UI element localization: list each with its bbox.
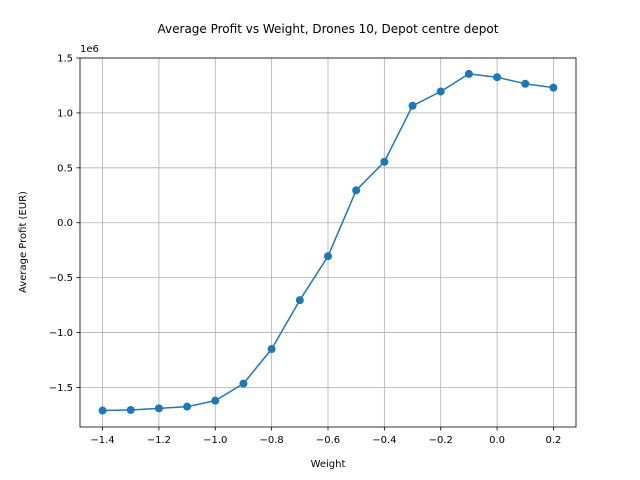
y-tick-label: 1.5 [57,54,73,65]
data-point [493,73,502,82]
data-point [521,79,530,88]
x-tick-label: 0.2 [546,435,562,446]
data-point [154,404,163,413]
data-point [267,345,276,354]
data-point [183,402,192,411]
data-point [549,83,558,92]
data-point [464,69,473,78]
data-point [324,252,332,261]
data-point [239,379,248,388]
y-tick-label: −1.0 [49,328,73,339]
y-tick-label: 1.0 [57,108,73,119]
data-point [126,405,135,414]
x-tick-label: −0.8 [259,435,283,446]
data-point [408,101,417,110]
x-tick-label: −1.2 [147,435,171,446]
x-tick-label: −1.0 [203,435,227,446]
x-tick-label: −1.4 [90,435,114,446]
x-tick-label: −0.2 [429,435,453,446]
y-tick-label: −1.5 [49,383,73,394]
data-point [352,186,361,195]
chart-title: Average Profit vs Weight, Drones 10, Dep… [158,22,499,36]
x-axis: −1.4 −1.2 −1.0 −0.8 −0.6 −0.4 −0.2 0.0 0.2 [90,427,561,446]
x-tick-label: −0.4 [372,435,396,446]
y-offset-label: 1e6 [80,44,99,55]
data-point [98,406,107,415]
y-axis-label: Average Profit (EUR) [18,191,29,293]
y-axis: −1.5 −1.0 −0.5 0.0 0.5 1.0 1.5 [49,54,80,394]
y-tick-label: −0.5 [49,273,73,284]
data-point [211,396,220,405]
data-point [436,87,445,96]
grid [80,57,576,427]
x-axis-label: Weight [311,459,346,470]
y-tick-label: 0.0 [57,218,73,229]
data-point [295,296,304,305]
y-tick-label: 0.5 [57,163,73,174]
x-tick-label: −0.6 [316,435,340,446]
x-tick-label: 0.0 [489,435,505,446]
data-point [380,157,389,166]
series-layer [98,69,558,415]
